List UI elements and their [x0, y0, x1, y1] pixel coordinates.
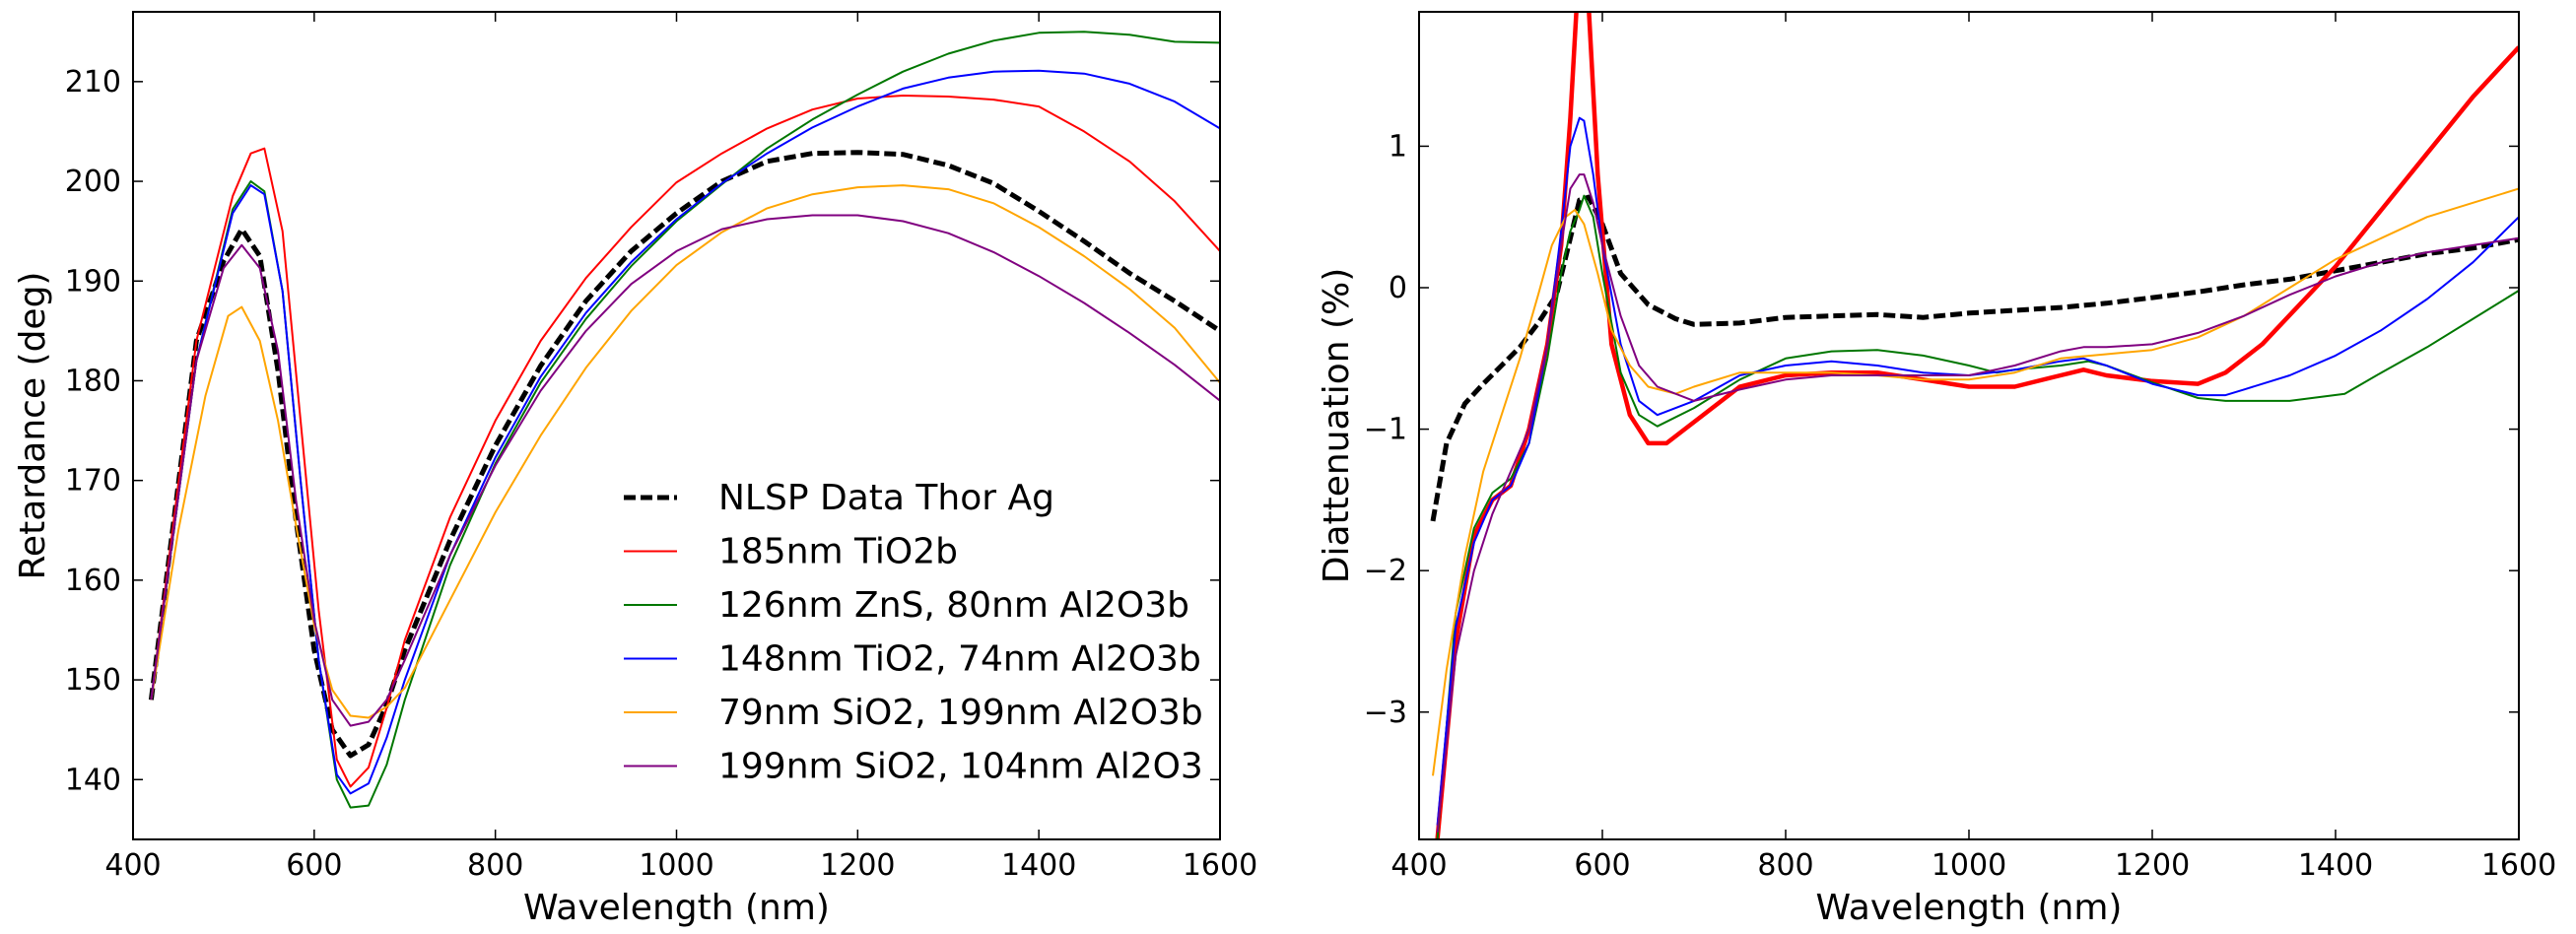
x-tick-label: 1600	[2481, 848, 2556, 883]
x-tick-label: 1200	[820, 848, 895, 883]
series-line-4	[150, 184, 1220, 719]
series-line-0	[148, 150, 1220, 759]
x-tick-label: 400	[1390, 848, 1447, 883]
y-tick-label: 150	[65, 663, 121, 698]
diattenuation-chart: 400 600 800 1000 1200 1400 1600 −3 −2 −1 0 1 Wavelen…	[1317, 11, 2556, 928]
y-tick-label: −1	[1364, 413, 1407, 447]
y-tick-label: −2	[1364, 554, 1407, 588]
x-tick-label: 800	[467, 848, 523, 883]
x-tick-label: 1400	[2298, 848, 2373, 883]
x-axis-title: Wavelength (nm)	[1816, 888, 2123, 928]
x-tick-label: 400	[104, 848, 161, 883]
y-tick-label: 0	[1389, 271, 1407, 305]
series-line-2	[1436, 194, 2519, 839]
y-tick-label: 160	[65, 564, 121, 598]
x-tick-label: 1000	[1932, 848, 2006, 883]
legend-label-4: 79nm SiO2, 199nm Al2O3b	[718, 693, 1203, 733]
y-tick-label: −3	[1364, 696, 1407, 730]
series-group	[148, 31, 1220, 809]
series-line-1	[1435, 12, 2519, 839]
y-tick-label: 140	[65, 763, 121, 797]
series-line-1	[150, 95, 1220, 788]
y-tick-label: 210	[65, 65, 121, 100]
series-line-3	[150, 69, 1220, 795]
y-tick-label: 180	[65, 364, 121, 398]
y-tick-label: 1	[1389, 129, 1407, 164]
y-tick-label: 190	[65, 264, 121, 299]
legend-label-2: 126nm ZnS, 80nm Al2O3b	[718, 585, 1189, 626]
y-axis-title: Diattenuation (%)	[1317, 268, 1357, 584]
series-line-3	[1436, 116, 2519, 826]
x-tick-label: 1200	[2115, 848, 2190, 883]
x-tick-label: 1600	[1183, 848, 1257, 883]
series-line-2	[150, 31, 1220, 809]
series-line-5	[1436, 173, 2519, 833]
legend-label-1: 185nm TiO2b	[718, 532, 958, 572]
y-axis-title: Retardance (deg)	[13, 272, 53, 580]
y-tick-label: 170	[65, 464, 121, 499]
x-tick-label: 600	[1574, 848, 1630, 883]
x-tick-label: 600	[286, 848, 342, 883]
x-tick-label: 1000	[639, 848, 713, 883]
plot-frame	[1418, 11, 2520, 840]
series-group	[1430, 12, 2519, 839]
series-line-4	[1432, 187, 2519, 776]
series-line-0	[1430, 194, 2519, 522]
x-tick-label: 1400	[1001, 848, 1076, 883]
legend-label-5: 199nm SiO2, 104nm Al2O3	[718, 747, 1203, 787]
legend-label-3: 148nm TiO2, 74nm Al2O3b	[718, 639, 1201, 680]
retardance-chart: 400 600 800 1000 1200 1400 1600 140 150 160 170 180…	[13, 11, 1257, 928]
legend-label-0: NLSP Data Thor Ag	[718, 478, 1054, 518]
legend: NLSP Data Thor Ag 185nm TiO2b 126nm ZnS, 8…	[624, 478, 1203, 787]
y-tick-label: 200	[65, 165, 121, 199]
x-tick-label: 800	[1757, 848, 1813, 883]
series-line-5	[150, 214, 1220, 727]
x-axis-title: Wavelength (nm)	[523, 888, 830, 928]
